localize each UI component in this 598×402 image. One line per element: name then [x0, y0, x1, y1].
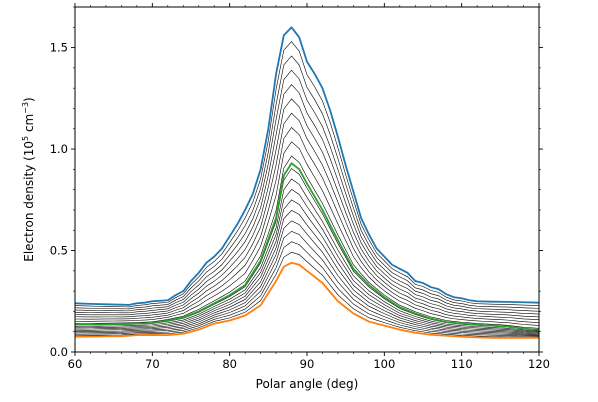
x-tick-label: 110 [451, 357, 473, 371]
profile-line-11 [74, 141, 540, 326]
profile-line-2 [74, 241, 540, 337]
x-tick-label: 70 [145, 357, 160, 371]
profile-line-1 [74, 251, 540, 338]
y-axis-label-suffix: ) [22, 97, 36, 102]
x-tick-label: 60 [68, 357, 83, 371]
y-tick-label: 1.0 [50, 142, 68, 156]
profile-line-7 [74, 189, 540, 333]
x-tick-label: 100 [373, 357, 395, 371]
profile-line-12 [74, 127, 540, 323]
series-layer [74, 26, 540, 339]
profile-line-6 [74, 199, 540, 333]
x-tick-label: 120 [528, 357, 550, 371]
tick-layer: 60 70 80 90 100 110 120 0.0 0.5 1.0 1.5 [50, 3, 550, 371]
profile-line-18 [74, 41, 540, 308]
profile-line-17 [74, 55, 540, 310]
profile-line-14 [74, 98, 540, 318]
profile-line-15 [74, 84, 540, 315]
y-tick-label: 1.5 [50, 41, 68, 55]
plot-frame [74, 6, 540, 353]
x-tick-label: 80 [222, 357, 237, 371]
top-profile-line [74, 26, 540, 306]
x-axis-label: Polar angle (deg) [256, 377, 359, 391]
y-axis-label-exponent-1: 5 [21, 136, 30, 141]
y-axis-label-exponent-2: −3 [21, 102, 30, 114]
profile-line-3 [74, 230, 540, 336]
profile-line-4 [74, 220, 540, 335]
y-tick-label: 0.0 [50, 345, 68, 359]
profile-line-13 [74, 112, 540, 321]
plot-background [75, 7, 539, 352]
profile-line-8 [74, 178, 540, 332]
profile-line-10 [74, 155, 540, 329]
y-axis-label: Electron density (105 cm−3) [21, 97, 36, 261]
y-tick-label: 0.5 [50, 244, 68, 258]
y-axis-label-prefix: Electron density (10 [22, 141, 36, 262]
profile-line-16 [74, 69, 540, 312]
x-tick-label: 90 [300, 357, 315, 371]
profile-line-5 [74, 209, 540, 334]
middle-profile-line [75, 162, 540, 331]
bottom-profile-line [74, 261, 539, 339]
y-axis-label-unit: cm [22, 114, 36, 136]
